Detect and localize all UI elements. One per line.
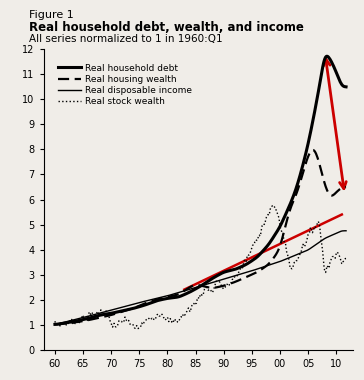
Text: Figure 1: Figure 1 [29, 10, 74, 19]
Text: Real household debt, wealth, and income: Real household debt, wealth, and income [29, 21, 304, 34]
Legend: Real household debt, Real housing wealth, Real disposable income, Real stock wea: Real household debt, Real housing wealth… [54, 60, 196, 110]
Text: All series normalized to 1 in 1960:Q1: All series normalized to 1 in 1960:Q1 [29, 34, 223, 44]
